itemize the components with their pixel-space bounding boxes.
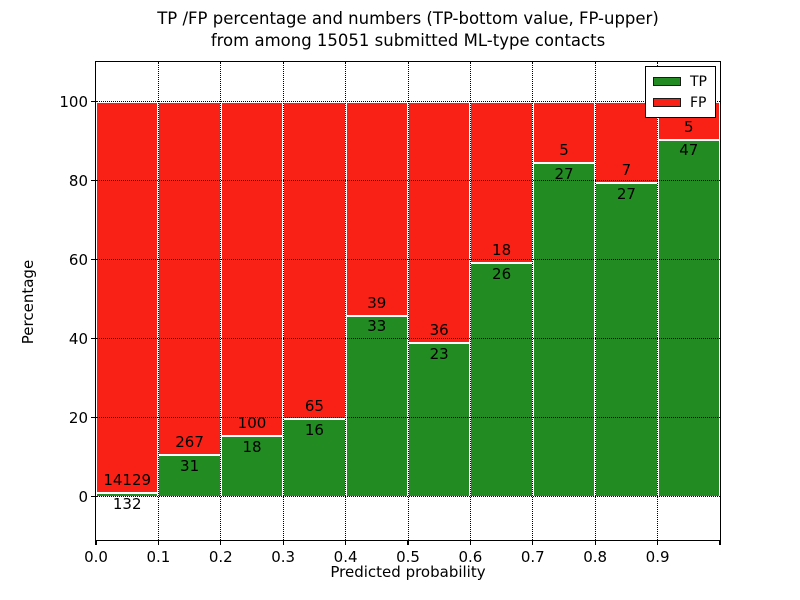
v-gridline	[157, 62, 159, 540]
bar-segment-tp	[283, 418, 346, 497]
v-gridline	[282, 62, 284, 540]
tp-count-label: 23	[429, 344, 449, 363]
bar-segment-fp	[470, 101, 533, 264]
fp-legend-label: FP	[690, 94, 707, 111]
x-tick	[532, 540, 534, 545]
bar-segment-tp	[532, 163, 596, 497]
fp-count-label: 14129	[103, 470, 152, 489]
x-tick-label: 0.7	[520, 548, 545, 566]
bar-segment-fp	[345, 101, 408, 316]
tp-legend-label: TP	[690, 73, 707, 90]
x-tick-label: 0.6	[458, 548, 483, 566]
h-gridline	[96, 101, 720, 102]
x-tick	[220, 540, 222, 545]
tp-legend-swatch	[653, 77, 681, 86]
tp-count-label: 47	[679, 141, 699, 160]
bar-segment-tp	[220, 436, 284, 497]
bar-segment-tp	[408, 342, 471, 497]
y-tick-label: 60	[68, 250, 88, 269]
h-gridline	[96, 496, 720, 498]
x-tick-label: 0.4	[333, 548, 358, 566]
x-tick	[469, 540, 472, 545]
bar-segment-fp	[408, 101, 471, 343]
x-tick-label: 0.9	[645, 548, 670, 566]
x-tick	[656, 540, 659, 545]
tp-count-label: 18	[242, 438, 262, 457]
h-gridline	[96, 259, 720, 261]
tp-count-label: 31	[180, 457, 200, 476]
x-axis-label: Predicted probability	[330, 563, 486, 581]
v-gridline	[407, 62, 409, 540]
chart-title-line1: TP /FP percentage and numbers (TP-bottom…	[157, 9, 659, 28]
fp-count-label: 5	[684, 117, 694, 136]
v-gridline	[594, 62, 596, 540]
bar-segment-tp	[470, 263, 533, 497]
bar-segment-fp	[532, 101, 596, 164]
h-gridline	[96, 417, 720, 419]
legend-item-fp: FP	[653, 92, 707, 113]
chart-title-line2: from among 15051 submitted ML-type conta…	[210, 31, 606, 50]
fp-count-label: 18	[492, 241, 512, 260]
y-tick	[91, 416, 96, 419]
fp-count-label: 7	[621, 160, 632, 179]
y-tick	[91, 337, 96, 340]
v-gridline	[657, 62, 659, 540]
h-gridline	[96, 338, 720, 340]
x-tick-label: 0.3	[271, 548, 296, 566]
chart-title: TP /FP percentage and numbers (TP-bottom…	[96, 8, 720, 52]
fp-count-label: 267	[175, 433, 204, 452]
x-tick	[157, 540, 160, 545]
fp-legend-swatch	[653, 98, 681, 107]
v-gridline	[532, 62, 534, 540]
y-tick-label: 0	[78, 487, 88, 506]
v-gridline	[469, 62, 471, 540]
x-tick	[594, 540, 596, 545]
h-gridline	[96, 180, 720, 181]
bar-segment-fp	[96, 101, 159, 493]
bar-segment-tp	[345, 315, 408, 497]
tp-count-label: 33	[367, 317, 387, 336]
y-tick-label: 20	[68, 408, 88, 427]
bar-segment-tp	[595, 182, 658, 497]
y-tick	[91, 100, 96, 103]
bar-segment-tp	[657, 139, 720, 497]
fp-count-label: 65	[304, 396, 324, 415]
x-tick	[95, 540, 97, 545]
bar-segment-fp	[158, 101, 221, 456]
x-tick	[282, 540, 284, 545]
x-tick-label: 0.2	[208, 548, 233, 566]
y-axis-label: Percentage	[19, 259, 37, 345]
x-tick	[344, 540, 347, 545]
y-tick	[91, 495, 96, 498]
fp-count-label: 36	[429, 320, 449, 339]
x-tick	[719, 540, 721, 545]
fp-count-label: 5	[559, 141, 569, 160]
v-gridline	[220, 62, 222, 540]
fp-count-label: 100	[237, 414, 267, 433]
y-tick	[91, 179, 96, 182]
tp-count-label: 26	[492, 265, 512, 284]
tp-count-label: 27	[554, 165, 574, 184]
bar-segment-fp	[283, 101, 346, 419]
legend-item-tp: TP	[653, 71, 707, 92]
y-tick	[91, 258, 96, 261]
v-gridline	[345, 62, 347, 540]
plot-area: 14129 132 267 31 100 18 65 16 39 33 36 23 18 26 5 27 7 27…	[59, 61, 721, 566]
tp-count-label: 132	[112, 494, 142, 513]
legend: TP FP	[645, 66, 716, 118]
tp-count-label: 16	[304, 420, 324, 439]
x-tick	[407, 540, 409, 545]
x-tick-label: 0.0	[84, 548, 108, 566]
x-tick-label: 0.1	[146, 548, 171, 566]
fp-count-label: 39	[367, 293, 387, 312]
y-tick-label: 80	[68, 171, 88, 190]
x-tick-label: 0.8	[583, 548, 608, 566]
bar-segment-fp	[220, 101, 284, 437]
y-tick-label: 100	[59, 92, 88, 111]
tp-count-label: 27	[616, 184, 636, 203]
y-tick-label: 40	[68, 329, 88, 348]
x-tick-label: 0.5	[396, 548, 420, 566]
